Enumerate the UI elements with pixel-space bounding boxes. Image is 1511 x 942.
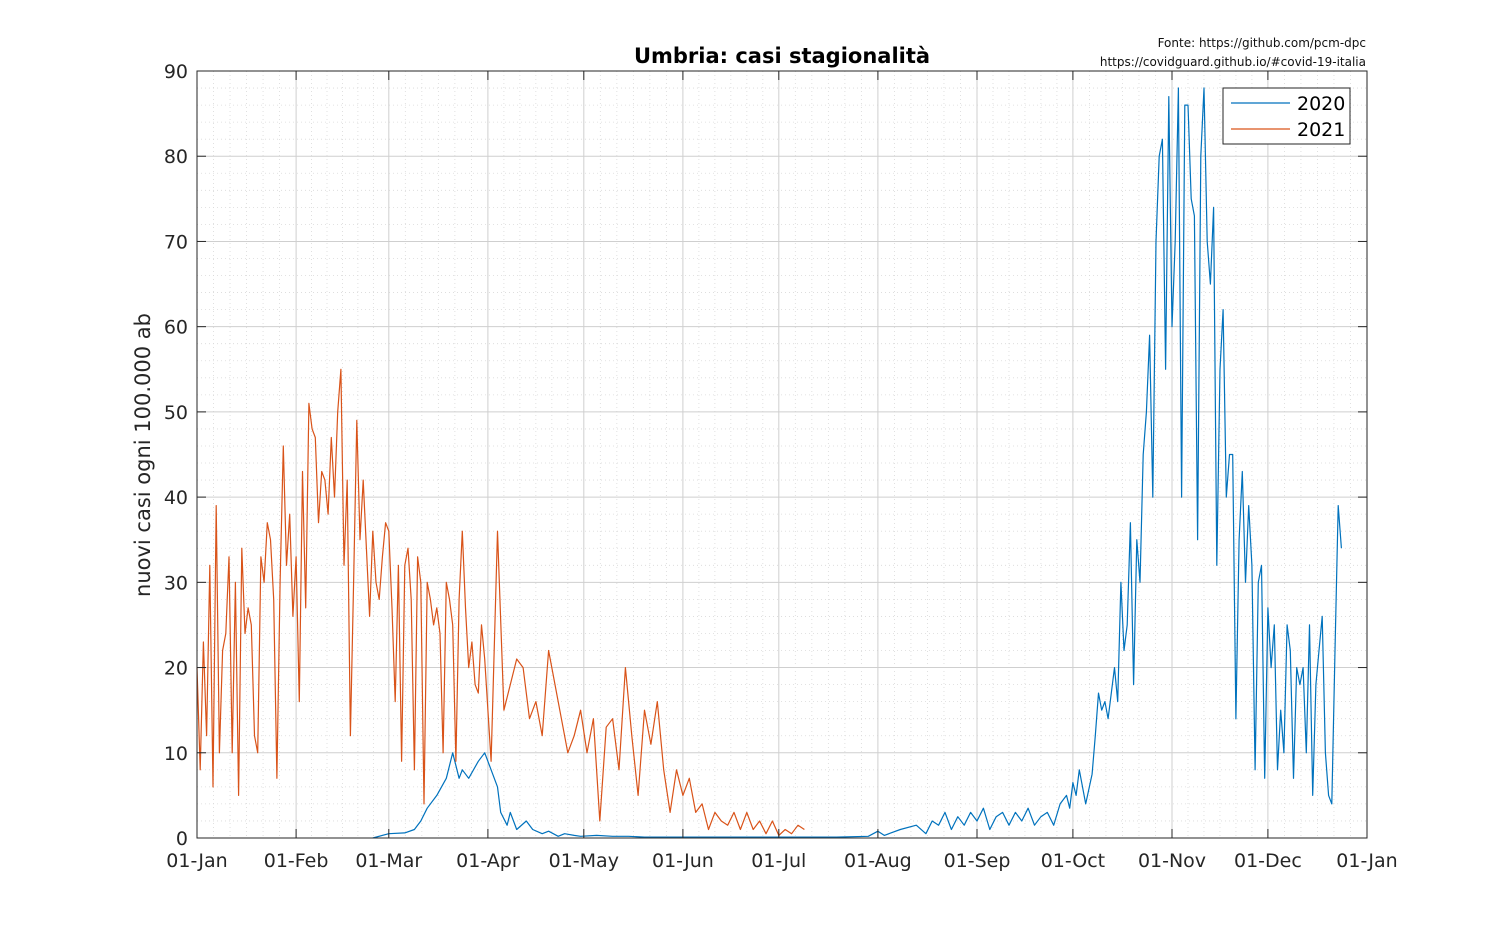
y-tick-labels: 0 10 20 30 40 50 60 70 80 90 (164, 61, 188, 850)
x-tick-label: 01-Nov (1138, 850, 1206, 872)
y-tick-label: 0 (176, 828, 188, 850)
x-tick-label: 01-Apr (456, 850, 520, 872)
axis-ticks (196, 70, 1368, 839)
legend-label-2020: 2020 (1297, 93, 1345, 115)
legend-box (1222, 87, 1351, 145)
x-tick-label: 01-Jan (166, 850, 227, 872)
x-tick-label: 01-Oct (1041, 850, 1105, 872)
x-tick-label: 01-Feb (264, 850, 329, 872)
x-tick-label: 01-Jun (652, 850, 714, 872)
source-line-2: https://covidguard.github.io/#covid-19-i… (1099, 55, 1366, 69)
legend: 2020 2021 (1222, 87, 1351, 145)
y-tick-label: 60 (164, 317, 188, 339)
source-line-1: Fonte: https://github.com/pcm-dpc (1157, 36, 1366, 50)
y-axis-label: nuovi casi ogni 100.000 ab (131, 313, 155, 597)
series-layer (196, 87, 1342, 839)
plot-frame (196, 70, 1368, 839)
x-tick-label: 01-Aug (844, 850, 912, 872)
legend-label-2021: 2021 (1297, 119, 1345, 141)
y-tick-label: 20 (164, 658, 188, 680)
y-tick-label: 30 (164, 572, 188, 594)
plot-area (197, 71, 1367, 838)
x-tick-label: 01-May (549, 850, 619, 872)
x-tick-label: 01-Jan (1336, 850, 1397, 872)
y-tick-label: 10 (164, 743, 188, 765)
y-tick-label: 70 (164, 231, 188, 253)
y-tick-label: 90 (164, 61, 188, 83)
y-tick-label: 40 (164, 487, 188, 509)
x-tick-label: 01-Jul (751, 850, 806, 872)
x-tick-label: 01-Sep (944, 850, 1011, 872)
x-tick-labels: 01-Jan 01-Feb 01-Mar 01-Apr 01-May 01-Jun 01-J… (166, 850, 1397, 872)
minor-grid (197, 71, 1367, 838)
x-tick-label: 01-Dec (1234, 850, 1302, 872)
series-line-2021 (196, 368, 805, 837)
series-line-2020 (372, 87, 1342, 839)
y-tick-label: 50 (164, 402, 188, 424)
chart-title: Umbria: casi stagionalità (634, 44, 930, 68)
x-tick-label: 01-Mar (355, 850, 422, 872)
y-tick-label: 80 (164, 146, 188, 168)
